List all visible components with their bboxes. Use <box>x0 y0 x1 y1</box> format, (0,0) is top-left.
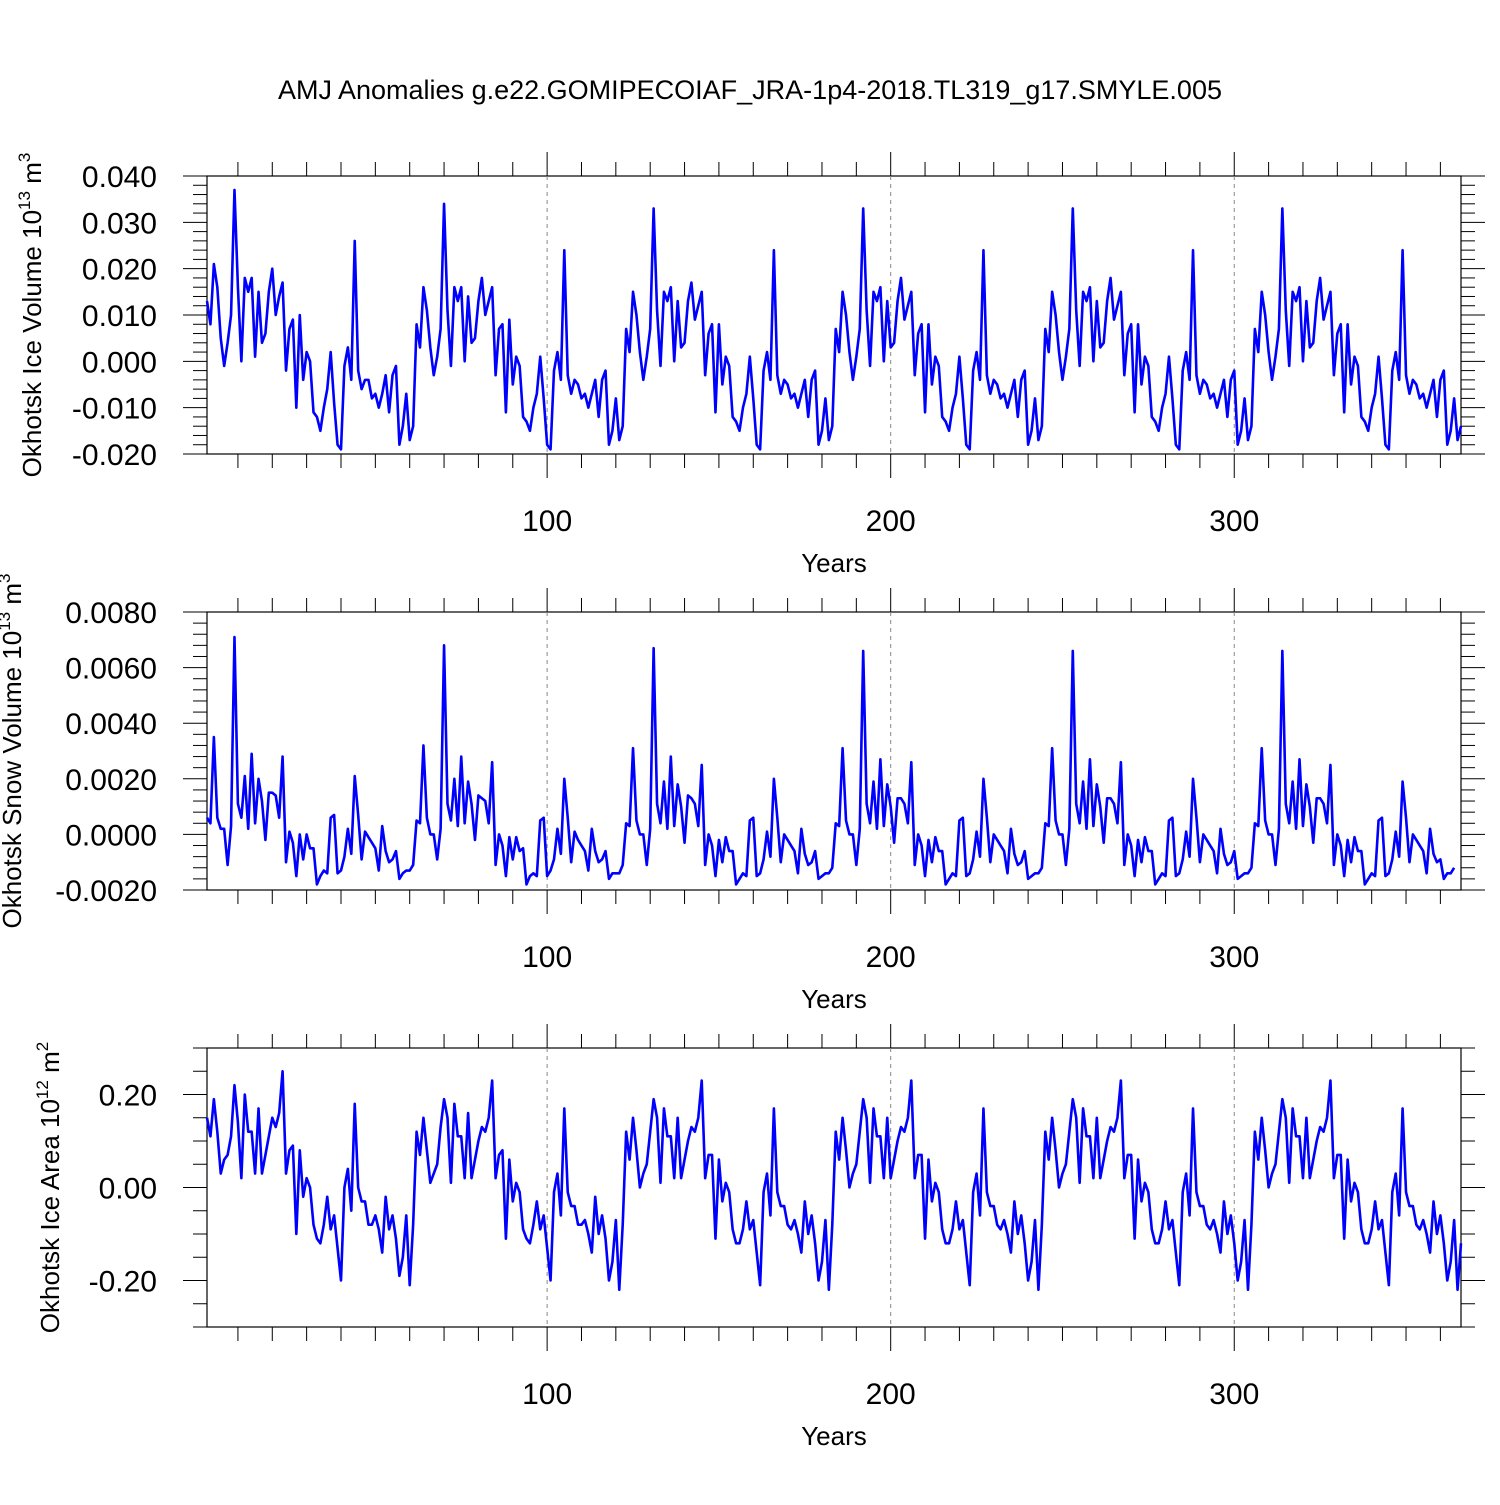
y-axis-label-unit-exponent: 3 <box>0 574 14 583</box>
y-tick-label: 0.030 <box>82 207 157 240</box>
chart-panel-2: 100 200 300 Years -0.0020 0.0000 0.0020 0.0040 0… <box>0 574 1485 1014</box>
y-axis-label: Okhotsk Ice Area 1012 m2 <box>33 1042 65 1333</box>
x-tick-label: 200 <box>866 1378 916 1411</box>
x-axis-label: Years <box>801 548 867 578</box>
x-tick-label: 300 <box>1209 1378 1259 1411</box>
x-tick-label: 100 <box>522 1378 572 1411</box>
y-axis-label: Okhotsk Ice Volume 1013 m3 <box>15 153 47 478</box>
y-axis-label-unit-exponent: 2 <box>33 1042 52 1051</box>
y-tick-label: 0.040 <box>82 161 157 194</box>
x-tick-label: 100 <box>522 505 572 538</box>
y-axis-label-exponent: 12 <box>33 1080 52 1099</box>
y-axis-label-exponent: 13 <box>0 612 14 631</box>
x-tick-label: 300 <box>1209 505 1259 538</box>
y-tick-label: 0.0080 <box>65 597 157 630</box>
y-tick-label: 0.000 <box>82 346 157 379</box>
plot-frame <box>206 611 1462 891</box>
y-tick-label: -0.20 <box>89 1266 157 1299</box>
y-axis-label-exponent: 13 <box>15 191 34 210</box>
panels: 100 200 300 Years -0.020 -0.010 0.000 0.010 0.02… <box>0 152 1485 1451</box>
y-tick-label: 0.020 <box>82 254 157 287</box>
y-tick-label: 0.0040 <box>65 708 157 741</box>
x-axis-label: Years <box>801 1421 867 1451</box>
y-tick-label: 0.0060 <box>65 653 157 686</box>
chart-panel-1: 100 200 300 Years -0.020 -0.010 0.000 0.010 0.02… <box>15 152 1485 578</box>
x-tick-label: 300 <box>1209 941 1259 974</box>
y-axis-label-text: Okhotsk Ice Volume 10 <box>17 210 47 477</box>
chart-panel-3: 100 200 300 Years -0.20 0.00 0.20 Okhotsk Ice A… <box>33 1024 1485 1451</box>
y-tick-label: 0.0020 <box>65 764 157 797</box>
y-axis-label-unit: m <box>0 583 27 612</box>
data-series-line <box>205 635 1456 886</box>
y-tick-label: 0.010 <box>82 300 157 333</box>
y-tick-label: -0.010 <box>72 393 157 426</box>
y-axis-label-unit: m <box>17 162 47 191</box>
y-tick-label: 0.20 <box>99 1080 157 1113</box>
x-tick-label: 200 <box>866 941 916 974</box>
y-tick-label: -0.0020 <box>55 875 157 908</box>
y-axis-label-text: Okhotsk Snow Volume 10 <box>0 631 27 929</box>
data-series-line <box>205 1069 1463 1292</box>
y-axis-label-text: Okhotsk Ice Area 10 <box>35 1099 65 1333</box>
x-axis-label: Years <box>801 984 867 1014</box>
y-tick-label: 0.00 <box>99 1173 157 1206</box>
page-title: AMJ Anomalies g.e22.GOMIPECOIAF_JRA-1p4-… <box>278 75 1222 105</box>
data-series-line <box>205 188 1463 451</box>
y-axis-label: Okhotsk Snow Volume 1013 m3 <box>0 574 27 929</box>
y-axis-label-unit-exponent: 3 <box>15 153 34 162</box>
x-tick-label: 200 <box>866 505 916 538</box>
y-axis-label-unit: m <box>35 1051 65 1080</box>
y-tick-label: -0.020 <box>72 439 157 472</box>
x-tick-label: 100 <box>522 941 572 974</box>
y-tick-label: 0.0000 <box>65 819 157 852</box>
